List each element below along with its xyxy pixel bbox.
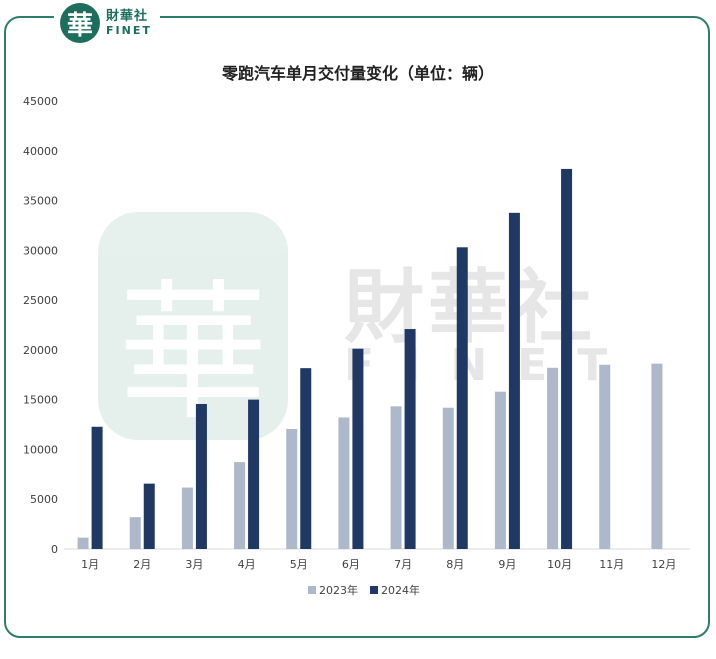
bar-2024 bbox=[404, 329, 416, 549]
bar-2023 bbox=[77, 537, 89, 549]
legend-label: 2024年 bbox=[381, 583, 420, 597]
x-tick-label: 10月 bbox=[547, 558, 572, 571]
x-tick-label: 4月 bbox=[238, 558, 256, 571]
x-tick-label: 8月 bbox=[446, 558, 464, 571]
finet-logo: 華 財華社 FINET bbox=[54, 0, 160, 46]
bar-2023 bbox=[286, 428, 298, 549]
y-tick-label: 0 bbox=[51, 543, 58, 556]
bar-2023 bbox=[234, 462, 246, 549]
chart-title: 零跑汽车单月交付量变化（单位：辆） bbox=[221, 64, 494, 83]
bar-2024 bbox=[508, 212, 520, 549]
x-tick-label: 2月 bbox=[133, 558, 151, 571]
y-tick-label: 35000 bbox=[23, 195, 58, 208]
bar-2023 bbox=[390, 406, 402, 549]
bar-2024 bbox=[195, 403, 207, 549]
legend-swatch-2023 bbox=[308, 586, 316, 594]
x-tick-label: 7月 bbox=[394, 558, 412, 571]
bar-2023 bbox=[494, 391, 506, 549]
watermark-cn: 財華社 bbox=[344, 261, 596, 354]
bar-2024 bbox=[352, 348, 364, 549]
bar-2024 bbox=[456, 247, 468, 550]
bar-2024 bbox=[143, 483, 155, 549]
bar-2023 bbox=[599, 364, 611, 549]
y-tick-label: 20000 bbox=[23, 344, 58, 357]
bar-2023 bbox=[442, 407, 454, 549]
bar-2024 bbox=[248, 399, 260, 549]
x-tick-label: 11月 bbox=[599, 558, 624, 571]
logo-en: FINET bbox=[106, 24, 152, 37]
y-tick-label: 40000 bbox=[23, 145, 58, 158]
watermark-mark: 華 bbox=[117, 267, 268, 441]
bar-2024 bbox=[91, 426, 103, 549]
legend-swatch-2024 bbox=[370, 586, 378, 594]
y-tick-label: 15000 bbox=[23, 394, 58, 407]
x-tick-label: 9月 bbox=[498, 558, 516, 571]
bar-2023 bbox=[547, 367, 559, 549]
logo-mark-icon: 華 bbox=[60, 3, 100, 43]
bar-2024 bbox=[300, 368, 312, 549]
y-tick-label: 45000 bbox=[23, 95, 58, 108]
x-tick-label: 6月 bbox=[342, 558, 360, 571]
x-tick-label: 5月 bbox=[290, 558, 308, 571]
bar-2023 bbox=[129, 517, 141, 549]
y-tick-label: 30000 bbox=[23, 244, 58, 257]
x-tick-label: 1月 bbox=[81, 558, 99, 571]
x-tick-label: 12月 bbox=[651, 558, 676, 571]
y-tick-label: 25000 bbox=[23, 294, 58, 307]
y-tick-label: 10000 bbox=[23, 443, 58, 456]
logo-cn: 財華社 bbox=[106, 9, 149, 24]
x-tick-label: 3月 bbox=[185, 558, 203, 571]
legend-label: 2023年 bbox=[319, 583, 358, 597]
y-tick-label: 5000 bbox=[30, 493, 58, 506]
logo-text: 財華社 FINET bbox=[106, 10, 152, 36]
bar-2023 bbox=[651, 363, 663, 549]
bar-2023 bbox=[338, 417, 350, 549]
bar-2024 bbox=[561, 168, 573, 549]
bar-2023 bbox=[181, 487, 193, 549]
